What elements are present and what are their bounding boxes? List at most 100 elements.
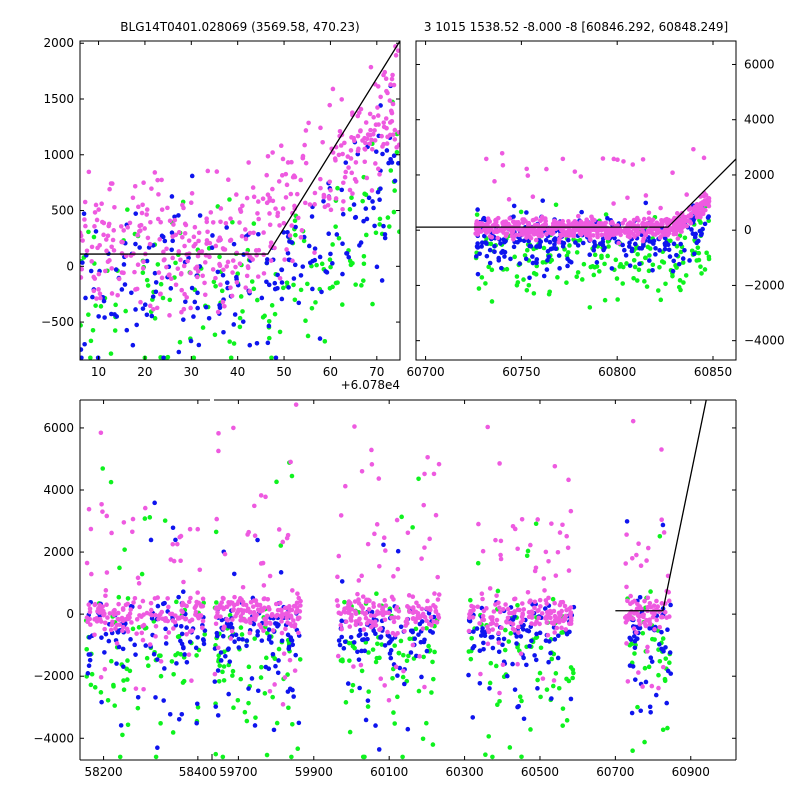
- data-point: [204, 216, 209, 222]
- data-point: [89, 671, 95, 677]
- data-point: [252, 503, 257, 509]
- data-point: [381, 141, 386, 147]
- data-point: [398, 638, 404, 644]
- data-point: [152, 500, 157, 506]
- data-point: [206, 316, 212, 321]
- data-point: [630, 748, 635, 754]
- data-point: [632, 264, 638, 270]
- data-point: [305, 333, 311, 339]
- data-point: [278, 543, 284, 548]
- data-point: [396, 160, 400, 166]
- data-point: [165, 205, 170, 211]
- data-point: [521, 607, 527, 612]
- data-point: [249, 676, 255, 681]
- data-point: [382, 235, 388, 241]
- data-point: [245, 606, 251, 612]
- data-point: [384, 148, 390, 153]
- data-point: [176, 349, 182, 355]
- data-point: [551, 678, 557, 683]
- data-point: [500, 227, 505, 233]
- data-point: [390, 101, 396, 107]
- data-point: [524, 553, 530, 559]
- data-point: [511, 244, 517, 250]
- data-point: [647, 238, 652, 244]
- data-point: [641, 216, 647, 222]
- data-point: [276, 658, 281, 663]
- data-point: [195, 269, 201, 274]
- data-point: [688, 213, 694, 219]
- data-point: [367, 141, 373, 147]
- data-point: [396, 142, 400, 148]
- data-point: [312, 257, 318, 263]
- data-point: [599, 255, 604, 261]
- data-point: [290, 588, 295, 593]
- data-point: [402, 681, 407, 687]
- data-point: [677, 278, 683, 283]
- data-point: [208, 210, 214, 215]
- data-point: [534, 222, 540, 228]
- data-point: [130, 626, 136, 632]
- data-point: [397, 665, 403, 671]
- data-point: [119, 239, 124, 245]
- data-point: [392, 615, 397, 620]
- data-point: [107, 186, 112, 192]
- data-point: [151, 651, 157, 657]
- data-point: [468, 610, 474, 616]
- data-point: [627, 635, 633, 641]
- data-point: [91, 234, 97, 240]
- data-point: [274, 479, 279, 485]
- data-point: [87, 606, 93, 612]
- data-point: [255, 274, 261, 279]
- data-point: [215, 668, 221, 673]
- data-point: [613, 257, 619, 263]
- data-point: [162, 257, 167, 262]
- data-point: [279, 296, 285, 302]
- data-point: [167, 711, 173, 717]
- data-point: [181, 644, 186, 650]
- data-point: [490, 754, 495, 760]
- data-point: [144, 207, 150, 212]
- data-point: [514, 641, 519, 646]
- data-point: [659, 259, 665, 264]
- data-point: [352, 176, 358, 182]
- data-point: [544, 267, 550, 272]
- data-point: [375, 113, 381, 118]
- data-point: [410, 628, 415, 634]
- data-point: [80, 260, 85, 265]
- data-point: [421, 502, 427, 508]
- data-point: [493, 218, 498, 223]
- data-point: [167, 218, 173, 224]
- data-point: [424, 648, 430, 654]
- data-point: [350, 682, 356, 688]
- data-point: [568, 665, 574, 670]
- data-point: [149, 612, 155, 618]
- data-point: [410, 525, 415, 530]
- data-point: [505, 606, 511, 612]
- data-point: [270, 186, 275, 192]
- data-point: [262, 596, 267, 601]
- data-point: [121, 228, 126, 233]
- data-point: [486, 734, 492, 739]
- data-point: [636, 541, 641, 546]
- data-point: [566, 568, 572, 573]
- data-point: [625, 598, 630, 604]
- data-point: [498, 556, 504, 562]
- data-point: [557, 236, 562, 242]
- data-point: [518, 634, 524, 639]
- data-point: [152, 596, 158, 601]
- data-point: [599, 221, 604, 226]
- data-point: [617, 227, 622, 233]
- data-point: [172, 214, 177, 220]
- data-point: [180, 600, 186, 606]
- data-point: [655, 288, 661, 293]
- data-point: [420, 611, 426, 617]
- data-point: [171, 222, 176, 227]
- data-point: [616, 240, 622, 246]
- data-point: [345, 681, 351, 686]
- data-point: [287, 233, 293, 238]
- data-point: [660, 636, 666, 641]
- data-point: [266, 282, 272, 288]
- data-point: [256, 231, 261, 237]
- data-point: [98, 619, 104, 624]
- data-point: [88, 338, 94, 344]
